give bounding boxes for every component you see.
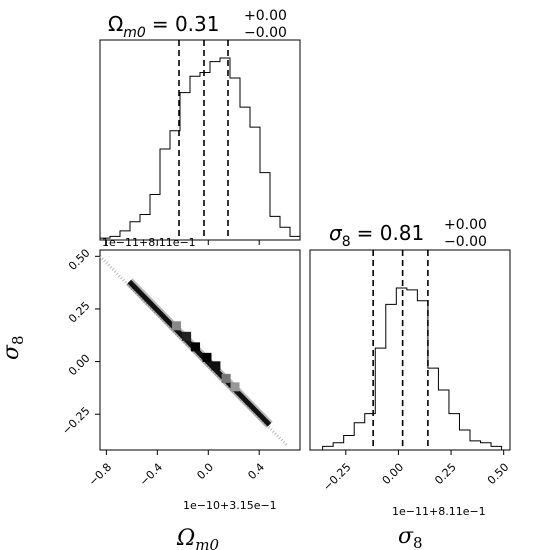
x-offset-label-left: 1e−10+3.15e−1 <box>183 499 277 512</box>
sigma-x-tick-label: 0.00 <box>380 461 407 488</box>
y-tick-label: −0.25 <box>60 404 93 437</box>
axes-bottom-left <box>99 249 301 451</box>
sigma-x-tick-label: 0.25 <box>432 461 459 488</box>
x-tick-label: 0.4 <box>245 461 267 483</box>
scatter-band <box>127 279 272 427</box>
chart-marks: −0.8 −0.4 0.0 0.4 0.50 0.25 0.00 −0.25 −0.25 0.00… <box>60 40 512 494</box>
xlabel-sigma-sub: 8 <box>413 534 423 550</box>
contour-marker <box>230 382 240 392</box>
contour-marker <box>171 321 181 331</box>
title-omega-err-down: −0.00 <box>244 25 287 41</box>
contour-marker <box>221 373 231 383</box>
y-offset-label: 1e−11+8.11e−1 <box>102 236 196 249</box>
contour-marker <box>191 342 201 352</box>
contour-marker <box>202 352 212 362</box>
ylabel-sigma-sub: 8 <box>9 335 27 345</box>
title-sigma-sub: 8 <box>342 234 351 250</box>
title-omega-symbol: Ω <box>108 12 123 36</box>
sigma-x-tick-label: 0.50 <box>485 461 512 488</box>
title-omega-value: = 0.31 <box>152 12 220 36</box>
sigma-histogram-step <box>322 287 503 450</box>
x-tick-label: −0.8 <box>86 461 114 489</box>
y-tick-label: 0.50 <box>66 246 93 273</box>
title-sigma-symbol: σ <box>329 221 343 245</box>
ylabel-sigma-symbol: σ <box>0 344 24 360</box>
xlabel-omega-sub: m0 <box>195 536 219 550</box>
title-sigma-err-down: −0.00 <box>444 234 487 250</box>
contour-marker <box>182 331 192 341</box>
xlabel-omega-symbol: Ω <box>176 526 195 550</box>
title-sigma: σ8 = 0.81 <box>329 221 424 250</box>
xlabel-sigma: σ8 <box>398 524 423 550</box>
omega-histogram-step <box>99 57 301 240</box>
contour-marker <box>211 361 221 371</box>
axes-top-left <box>99 39 301 241</box>
title-omega: Ωm0 = 0.31 <box>108 12 220 41</box>
x-offset-label-right: 1e−11+8.11e−1 <box>392 505 486 518</box>
xlabel-sigma-symbol: σ <box>398 524 414 549</box>
axes-bottom-right <box>309 249 511 451</box>
xlabel-omega: Ωm0 <box>176 526 219 550</box>
ylabel-sigma: σ8 <box>0 335 27 360</box>
title-omega-err-up: +0.00 <box>244 8 287 24</box>
title-sigma-err-up: +0.00 <box>444 217 487 233</box>
title-sigma-value: = 0.81 <box>357 221 425 245</box>
scatter-band-halo <box>126 278 273 428</box>
title-omega-sub: m0 <box>123 25 146 41</box>
y-tick-label: 0.00 <box>66 352 93 379</box>
y-tick-label: 0.25 <box>66 299 93 326</box>
sigma-x-tick-label: −0.25 <box>321 461 354 494</box>
x-tick-label: 0.0 <box>194 461 216 483</box>
x-tick-label: −0.4 <box>137 461 165 489</box>
